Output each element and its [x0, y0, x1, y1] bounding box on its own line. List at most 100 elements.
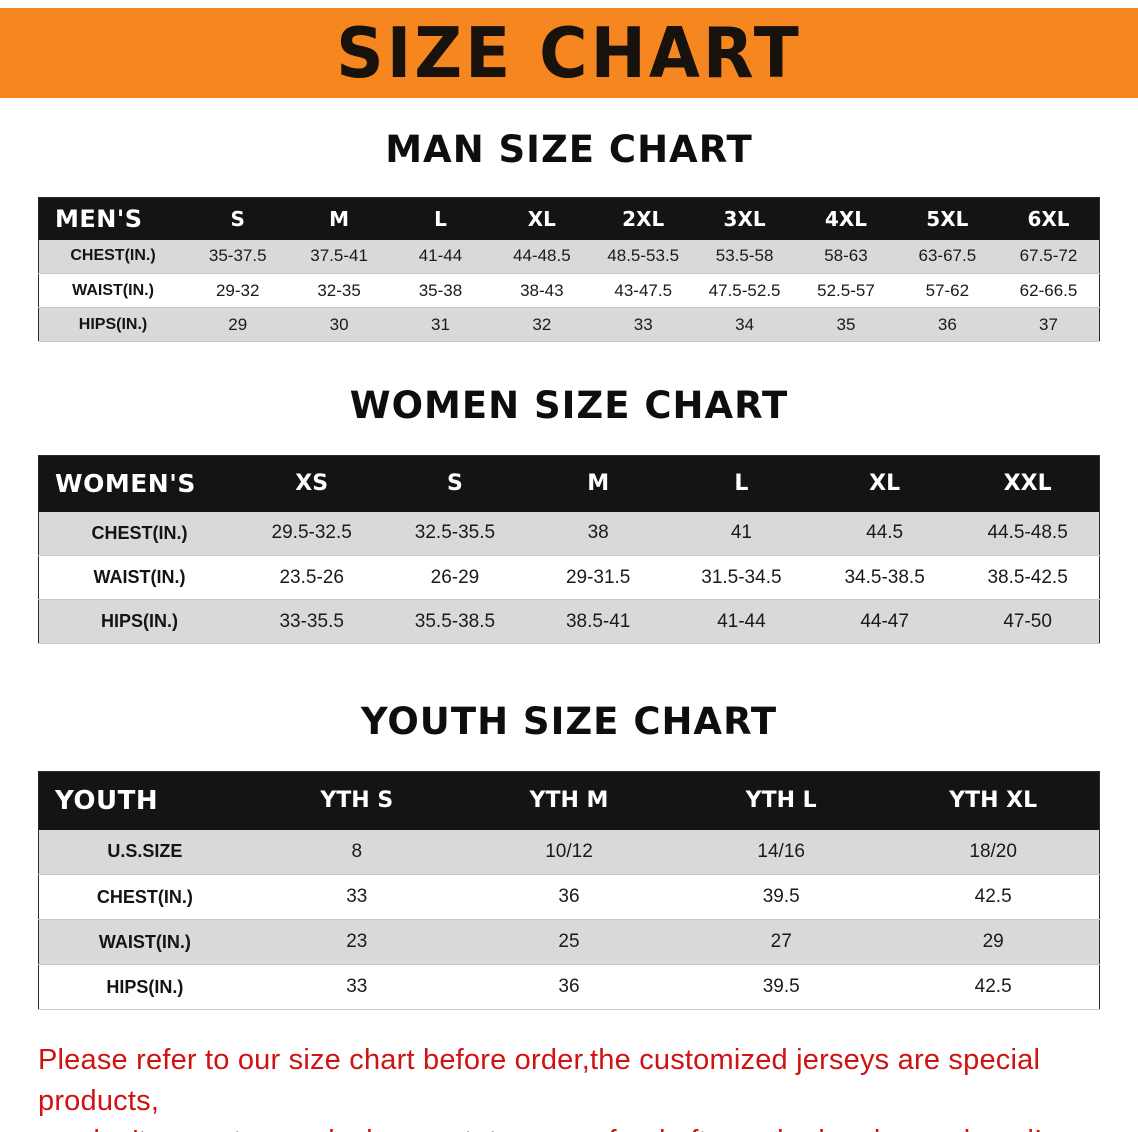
page-title: SIZE CHART: [336, 12, 802, 94]
banner: SIZE CHART: [0, 8, 1138, 98]
row-label: U.S.SIZE: [38, 829, 251, 875]
value-cell: 29: [187, 307, 289, 342]
women-size-table-container: WOMEN'S XS S M L XL XXL CHEST(IN.) 29.5-32.5 32.5…: [38, 455, 1100, 644]
value-cell: 27: [675, 919, 888, 965]
row-label: CHEST(IN.): [38, 874, 251, 920]
women-section-heading: WOMEN SIZE CHART: [349, 384, 789, 427]
size-column-header: YTH L: [675, 771, 888, 830]
value-cell: 26-29: [383, 555, 527, 600]
row-label: HIPS(IN.): [38, 964, 251, 1010]
value-cell: 32: [491, 307, 593, 342]
value-cell: 47.5-52.5: [693, 273, 796, 308]
size-column-header: XL: [491, 197, 593, 240]
table-row: CHEST(IN.) 35-37.5 37.5-41 41-44 44-48.5 48.5…: [38, 239, 1100, 274]
value-cell: 33: [250, 874, 463, 920]
value-cell: 35-38: [389, 273, 492, 308]
footer-note: Please refer to our size chart before or…: [38, 1040, 1100, 1132]
table-row: HIPS(IN.) 29 30 31 32 33 34 35 36 37: [38, 307, 1100, 342]
value-cell: 47-50: [956, 599, 1100, 644]
table-corner-header: YOUTH: [38, 771, 251, 830]
value-cell: 34: [693, 307, 796, 342]
size-column-header: 3XL: [693, 197, 796, 240]
size-column-header: YTH S: [250, 771, 463, 830]
table-row: CHEST(IN.) 29.5-32.5 32.5-35.5 38 41 44.5 44.5…: [38, 511, 1100, 556]
value-cell: 41-44: [389, 239, 492, 274]
value-cell: 39.5: [675, 964, 888, 1010]
value-cell: 44-47: [813, 599, 957, 644]
value-cell: 53.5-58: [693, 239, 796, 274]
women-section: WOMEN SIZE CHART WOMEN'S XS S M L XL XXL CHEST(…: [0, 384, 1138, 644]
value-cell: 42.5: [887, 874, 1100, 920]
men-section-heading: MAN SIZE CHART: [385, 128, 753, 171]
value-cell: 44.5-48.5: [956, 511, 1100, 556]
row-label: WAIST(IN.): [38, 919, 251, 965]
value-cell: 31.5-34.5: [669, 555, 814, 600]
value-cell: 23.5-26: [240, 555, 384, 600]
value-cell: 34.5-38.5: [813, 555, 957, 600]
value-cell: 57-62: [896, 273, 999, 308]
value-cell: 8: [250, 829, 463, 875]
size-column-header: L: [669, 455, 814, 512]
size-column-header: 4XL: [795, 197, 897, 240]
row-label: WAIST(IN.): [38, 555, 241, 600]
men-size-table: MEN'S S M L XL 2XL 3XL 4XL 5XL 6XL CHEST(IN.) 35-37…: [38, 197, 1100, 342]
size-column-header: YTH XL: [887, 771, 1100, 830]
value-cell: 38-43: [491, 273, 593, 308]
youth-section: YOUTH SIZE CHART YOUTH YTH S YTH M YTH L YTH…: [0, 700, 1138, 1010]
value-cell: 18/20: [887, 829, 1100, 875]
value-cell: 29.5-32.5: [240, 511, 384, 556]
value-cell: 30: [288, 307, 390, 342]
value-cell: 35: [795, 307, 897, 342]
size-column-header: M: [526, 455, 670, 512]
value-cell: 29: [887, 919, 1100, 965]
value-cell: 31: [389, 307, 492, 342]
table-header-row: WOMEN'S XS S M L XL XXL: [38, 455, 1100, 512]
value-cell: 35-37.5: [187, 239, 289, 274]
value-cell: 43-47.5: [592, 273, 694, 308]
size-column-header: 2XL: [592, 197, 694, 240]
footer-note-line-2: we don't accept cancel, change, teturn o…: [38, 1121, 1100, 1132]
value-cell: 33: [250, 964, 463, 1010]
value-cell: 58-63: [795, 239, 897, 274]
size-column-header: S: [383, 455, 527, 512]
men-section: MAN SIZE CHART MEN'S S M L XL 2XL 3XL 4XL 5XL 6XL…: [0, 128, 1138, 342]
table-header-row: MEN'S S M L XL 2XL 3XL 4XL 5XL 6XL: [38, 197, 1100, 240]
size-column-header: XL: [813, 455, 957, 512]
value-cell: 25: [462, 919, 676, 965]
value-cell: 35.5-38.5: [383, 599, 527, 644]
size-column-header: 5XL: [896, 197, 999, 240]
value-cell: 48.5-53.5: [592, 239, 694, 274]
row-label: WAIST(IN.): [38, 273, 188, 308]
value-cell: 63-67.5: [896, 239, 999, 274]
row-label: CHEST(IN.): [38, 511, 241, 556]
value-cell: 33-35.5: [240, 599, 384, 644]
row-label: CHEST(IN.): [38, 239, 188, 274]
value-cell: 39.5: [675, 874, 888, 920]
value-cell: 62-66.5: [998, 273, 1100, 308]
value-cell: 36: [896, 307, 999, 342]
row-label: HIPS(IN.): [38, 307, 188, 342]
value-cell: 32-35: [288, 273, 390, 308]
table-corner-header: MEN'S: [38, 197, 188, 240]
size-column-header: 6XL: [998, 197, 1100, 240]
value-cell: 67.5-72: [998, 239, 1100, 274]
value-cell: 23: [250, 919, 463, 965]
table-row: WAIST(IN.) 23 25 27 29: [38, 919, 1100, 965]
value-cell: 10/12: [462, 829, 676, 875]
table-header-row: YOUTH YTH S YTH M YTH L YTH XL: [38, 771, 1100, 830]
value-cell: 36: [462, 874, 676, 920]
youth-size-table-container: YOUTH YTH S YTH M YTH L YTH XL U.S.SIZE 8 10/12…: [38, 771, 1100, 1010]
value-cell: 44-48.5: [491, 239, 593, 274]
value-cell: 38.5-42.5: [956, 555, 1100, 600]
value-cell: 37.5-41: [288, 239, 390, 274]
size-column-header: S: [187, 197, 289, 240]
value-cell: 36: [462, 964, 676, 1010]
footer-note-line-1: Please refer to our size chart before or…: [38, 1044, 1041, 1117]
size-column-header: L: [389, 197, 492, 240]
size-column-header: YTH M: [462, 771, 676, 830]
value-cell: 38: [526, 511, 670, 556]
table-row: HIPS(IN.) 33 36 39.5 42.5: [38, 964, 1100, 1010]
value-cell: 44.5: [813, 511, 957, 556]
value-cell: 38.5-41: [526, 599, 670, 644]
youth-section-heading: YOUTH SIZE CHART: [360, 700, 778, 743]
